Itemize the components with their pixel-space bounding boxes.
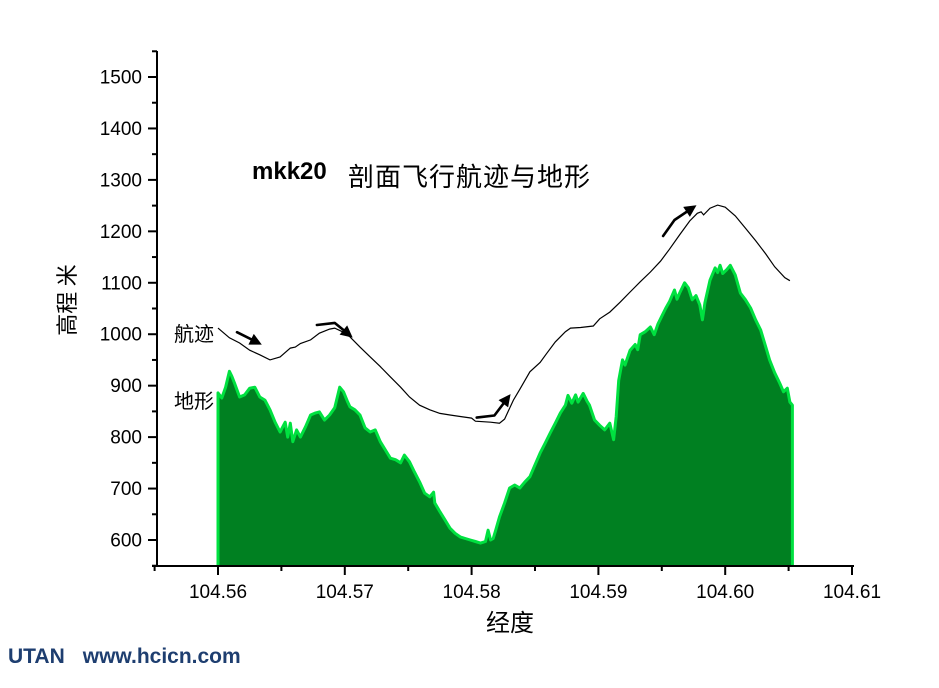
y-tick-label: 700 [110, 479, 142, 500]
y-tick-label: 800 [110, 428, 142, 449]
y-tick-label: 600 [110, 531, 142, 552]
direction-arrow [475, 394, 511, 419]
direction-arrow [315, 321, 353, 338]
y-tick-label: 1100 [101, 273, 142, 294]
terrain-edge [216, 263, 794, 566]
terrain-label: 地形 [174, 391, 214, 413]
y-axis-title: 高程 米 [55, 264, 80, 336]
x-tick-label: 104.59 [569, 582, 627, 603]
watermark-site: www.hcicn.com [82, 645, 241, 668]
watermark: UTAN www.hcicn.com [8, 645, 241, 669]
x-tick-label: 104.56 [189, 582, 247, 603]
trajectory-line [217, 204, 791, 424]
y-tick-label: 900 [110, 376, 142, 397]
y-tick-label: 1300 [100, 170, 142, 191]
direction-arrow [235, 330, 262, 345]
y-tick-label: 1400 [100, 119, 142, 140]
x-axis-title: 经度 [486, 611, 534, 637]
watermark-brand: UTAN [8, 645, 65, 668]
chart-title: 剖面飞行航迹与地形 [348, 163, 592, 192]
chart-title-prefix: mkk20 [252, 158, 327, 185]
y-tick-label: 1000 [100, 325, 142, 346]
x-tick-label: 104.61 [823, 582, 881, 603]
trajectory-label: 航迹 [174, 324, 214, 346]
x-tick-label: 104.60 [696, 582, 754, 603]
x-tick-label: 104.58 [443, 582, 501, 603]
direction-arrow [661, 205, 697, 238]
y-tick-label: 1500 [100, 68, 142, 89]
terrain-area [218, 265, 793, 566]
y-tick-label: 1200 [100, 222, 142, 243]
x-tick-label: 104.57 [316, 582, 374, 603]
